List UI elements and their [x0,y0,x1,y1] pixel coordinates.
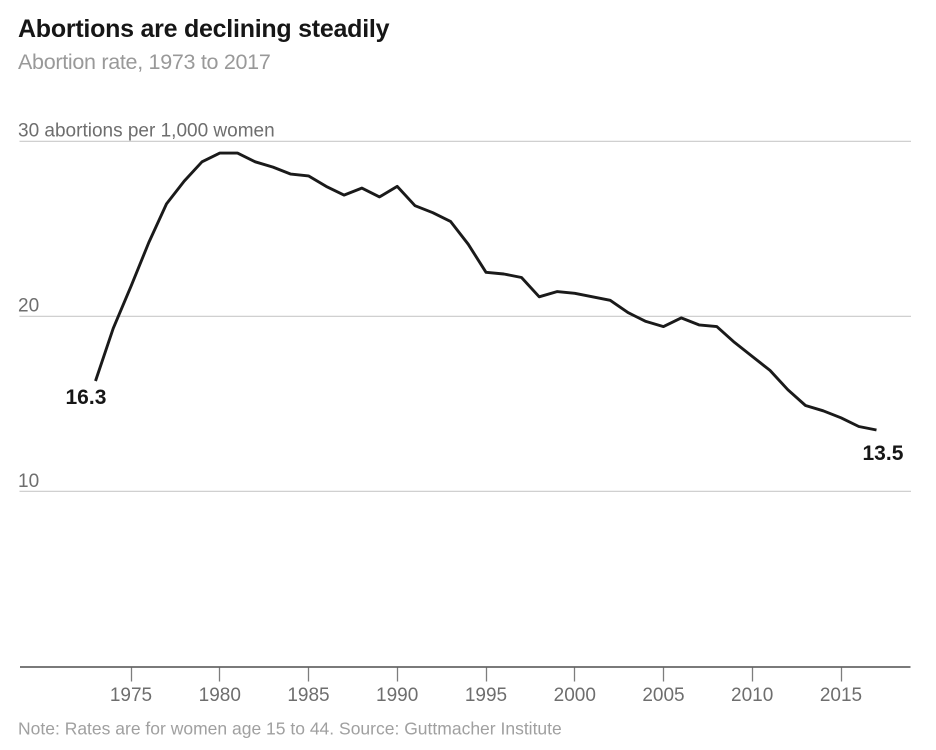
svg-text:13.5: 13.5 [863,442,904,465]
svg-text:2015: 2015 [820,685,862,706]
svg-text:1990: 1990 [376,685,418,706]
svg-text:Note: Rates are for women age: Note: Rates are for women age 15 to 44. … [18,719,562,739]
svg-text:20: 20 [18,296,39,317]
svg-text:1995: 1995 [465,685,507,706]
svg-text:10: 10 [18,471,39,492]
svg-text:30 abortions per 1,000 women: 30 abortions per 1,000 women [18,121,275,142]
svg-text:1985: 1985 [287,685,329,706]
svg-text:Abortion rate, 1973 to 2017: Abortion rate, 1973 to 2017 [18,50,270,74]
svg-text:2005: 2005 [642,685,684,706]
svg-text:1975: 1975 [110,685,152,706]
svg-text:1980: 1980 [199,685,241,706]
svg-text:Abortions are declining steadi: Abortions are declining steadily [18,15,390,43]
svg-text:16.3: 16.3 [66,386,107,409]
svg-text:2000: 2000 [554,685,596,706]
svg-text:2010: 2010 [731,685,773,706]
